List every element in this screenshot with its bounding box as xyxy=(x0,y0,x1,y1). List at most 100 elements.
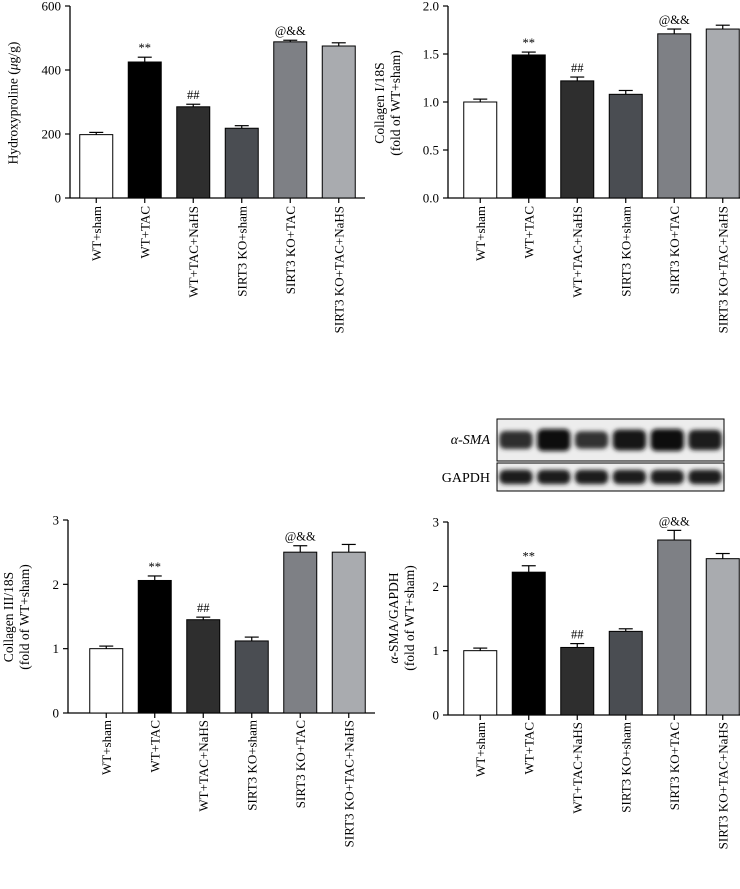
category-label: SIRT3 KO+sham xyxy=(618,206,633,297)
blot-band xyxy=(650,469,684,485)
y-axis-label: α-SMA/GAPDH(fold of WT+sham) xyxy=(386,565,417,671)
bar xyxy=(705,28,740,199)
category-label: SIRT3 KO+TAC xyxy=(293,720,308,808)
y-tick-label: 0.0 xyxy=(423,191,439,206)
western-blot: α-SMA GAPDH xyxy=(442,418,725,492)
y-tick-label: 2 xyxy=(53,577,60,592)
bar xyxy=(273,41,308,199)
bar xyxy=(463,101,498,199)
category-label: WT+TAC+NaHS xyxy=(196,720,211,812)
category-label: WT+TAC+NaHS xyxy=(186,206,201,298)
significance-label: @&& xyxy=(275,24,306,38)
bar xyxy=(137,579,172,714)
bar xyxy=(331,551,366,714)
blot-bands-alpha-sma xyxy=(499,429,722,451)
y-tick-label: 0 xyxy=(55,191,62,206)
category-label: WT+sham xyxy=(99,720,114,775)
bar xyxy=(176,106,211,199)
category-label: WT+TAC+NaHS xyxy=(570,206,585,298)
significance-label: ** xyxy=(523,36,536,50)
significance-label: ** xyxy=(139,41,152,55)
bar xyxy=(283,551,318,714)
blot-label-gapdh: GAPDH xyxy=(442,471,490,486)
blot-bands-gapdh xyxy=(499,469,722,485)
significance-label: @&& xyxy=(659,514,690,528)
category-label: SIRT3 KO+TAC+NaHS xyxy=(331,206,346,333)
y-axis-label-part: Hydroxyproline ( xyxy=(6,70,21,165)
blot-band xyxy=(688,429,722,451)
blot-band xyxy=(612,469,647,485)
bar xyxy=(186,619,221,714)
bar xyxy=(224,127,259,199)
category-label: SIRT3 KO+TAC xyxy=(283,206,298,294)
chart-hydroxyproline: 0 200 400 600 Hydroxyproline (μg/g) WT+sham **… xyxy=(6,0,365,333)
y-axis-label-line: α-SMA/GAPDH xyxy=(386,572,401,663)
blot-band xyxy=(537,429,571,451)
bar xyxy=(89,648,124,714)
y-axis-label-line: Collagen III/18S xyxy=(1,572,16,662)
chart-collagen-i: 0.0 0.5 1.0 1.5 2.0 Collagen I/18S(fold of WT… xyxy=(372,0,740,333)
category-label: WT+sham xyxy=(473,722,488,777)
blot-band xyxy=(537,469,571,485)
category-label: SIRT3 KO+sham xyxy=(234,206,249,297)
blot-band xyxy=(612,429,647,451)
y-axis-label-line: Hydroxyproline (μg/g) xyxy=(6,42,21,165)
y-tick-label: 1 xyxy=(53,641,60,656)
bar xyxy=(705,558,740,716)
y-axis-label-line: Collagen I/18S xyxy=(372,62,387,143)
y-tick-label: 600 xyxy=(42,0,62,14)
y-axis-label-line: (fold of WT+sham) xyxy=(402,565,417,671)
category-label: SIRT3 KO+TAC+NaHS xyxy=(715,206,730,333)
y-tick-label: 3 xyxy=(433,515,440,530)
y-tick-label: 2.0 xyxy=(423,0,439,14)
significance-label: ## xyxy=(187,88,200,102)
significance-label: ## xyxy=(571,628,584,642)
category-label: WT+TAC xyxy=(147,720,162,773)
y-axis-label-part: μ xyxy=(6,63,21,71)
bar xyxy=(127,61,162,199)
y-tick-label: 0 xyxy=(433,708,440,723)
category-label: SIRT3 KO+sham xyxy=(244,720,259,811)
y-axis-label-part: -SMA/GAPDH xyxy=(386,572,401,656)
category-label: SIRT3 KO+TAC+NaHS xyxy=(715,722,730,849)
y-tick-label: 0 xyxy=(53,706,60,721)
significance-label: ** xyxy=(523,550,536,564)
bar xyxy=(657,33,692,199)
bar xyxy=(560,646,595,716)
y-tick-label: 3 xyxy=(53,513,60,528)
category-label: WT+TAC xyxy=(521,722,536,775)
bar xyxy=(657,539,692,716)
bar xyxy=(608,93,643,199)
y-tick-label: 200 xyxy=(42,127,62,142)
y-tick-label: 2 xyxy=(433,579,440,594)
bar xyxy=(321,45,356,199)
y-axis-label-part: g/g) xyxy=(6,42,21,64)
y-axis-label-line: (fold of WT+sham) xyxy=(17,564,32,670)
category-label: WT+sham xyxy=(89,206,104,261)
blot-box-alpha-sma xyxy=(496,418,725,462)
blot-band xyxy=(574,431,609,449)
blot-band xyxy=(574,469,609,485)
category-label: WT+TAC xyxy=(521,206,536,259)
category-label: SIRT3 KO+sham xyxy=(618,722,633,813)
bar xyxy=(608,630,643,716)
category-label: SIRT3 KO+TAC xyxy=(667,722,682,810)
category-label: WT+TAC xyxy=(137,206,152,259)
bar xyxy=(511,571,546,716)
significance-label: ## xyxy=(571,61,584,75)
y-tick-label: 1.0 xyxy=(423,95,439,110)
y-tick-label: 1 xyxy=(433,643,440,658)
y-tick-label: 400 xyxy=(42,63,62,78)
blot-band xyxy=(650,429,684,451)
y-tick-label: 0.5 xyxy=(423,143,439,158)
category-label: SIRT3 KO+TAC xyxy=(667,206,682,294)
bar xyxy=(79,134,114,199)
y-axis-label: Hydroxyproline (μg/g) xyxy=(6,42,21,165)
blot-band xyxy=(499,431,533,449)
y-axis-label-part: α xyxy=(386,656,401,664)
significance-label: ## xyxy=(197,601,210,615)
bar xyxy=(511,54,546,199)
chart-collagen-iii: 0 1 2 3 Collagen III/18S(fold of WT+sham) WT+… xyxy=(1,513,375,847)
blot-label-alpha-sma: α-SMA xyxy=(451,433,491,448)
